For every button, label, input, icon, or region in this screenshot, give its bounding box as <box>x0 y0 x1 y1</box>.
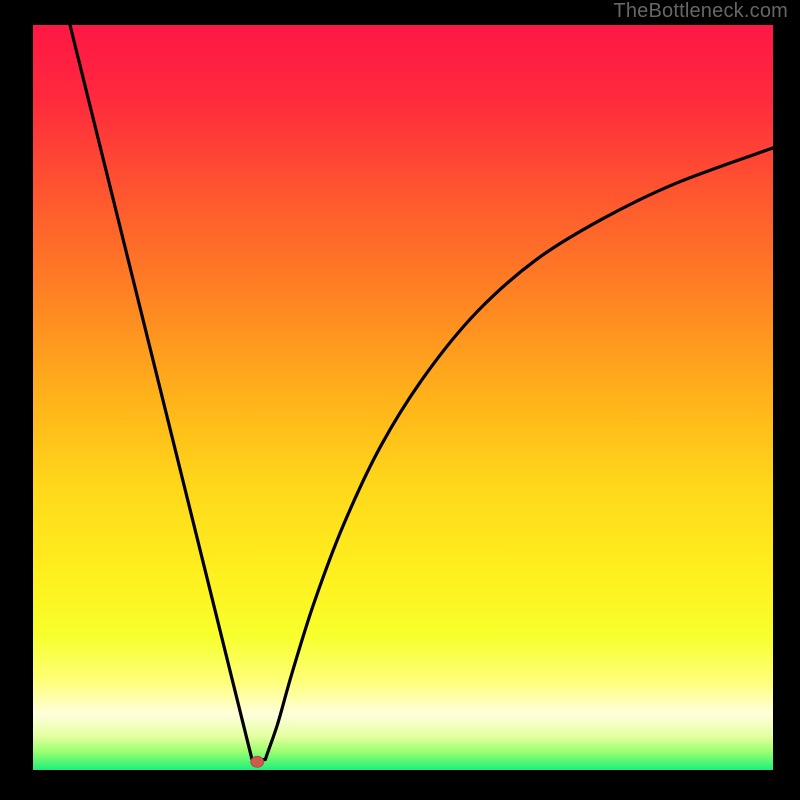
bottleneck-chart <box>0 0 800 800</box>
plot-background <box>33 25 773 770</box>
watermark-label: TheBottleneck.com <box>613 0 788 23</box>
stage: TheBottleneck.com <box>0 0 800 800</box>
optimal-point-marker <box>251 756 264 767</box>
